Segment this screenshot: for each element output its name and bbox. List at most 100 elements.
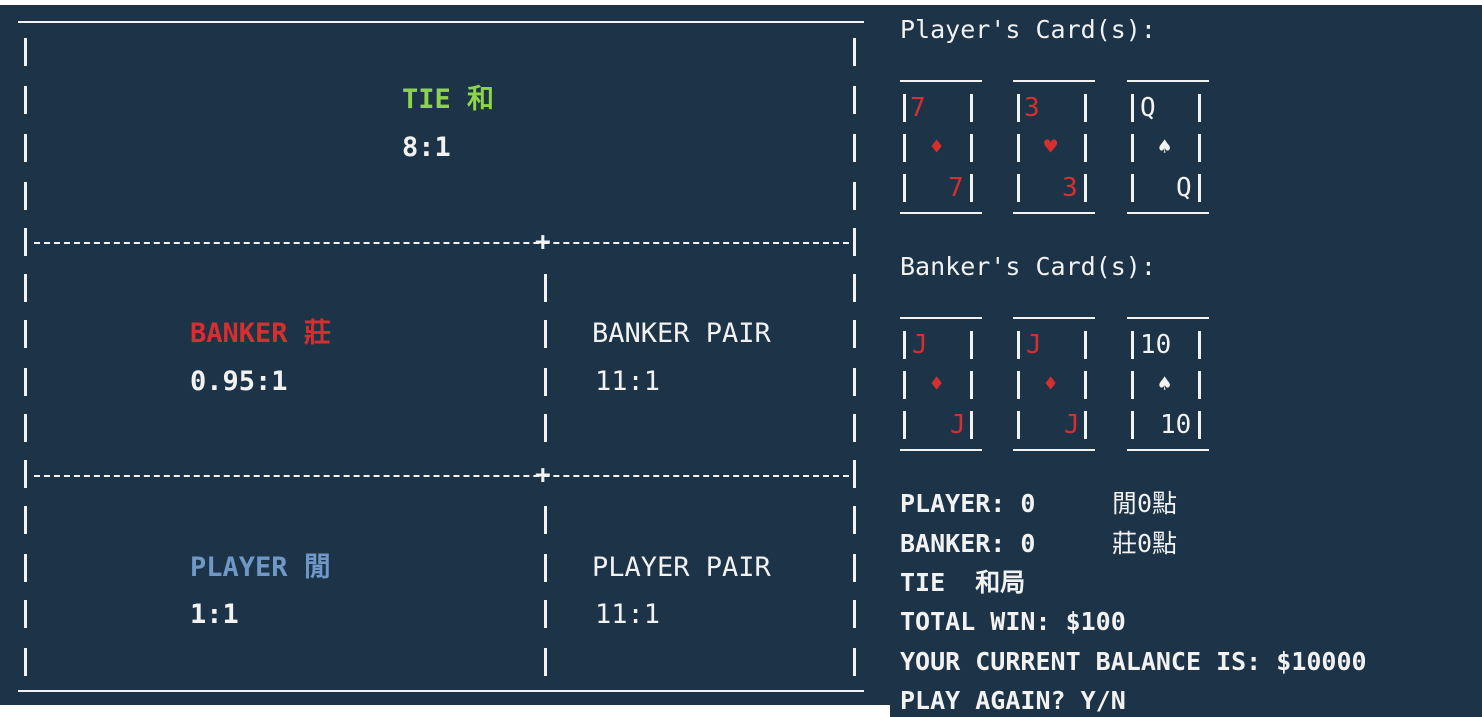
player-pair-payout: 11:1: [595, 599, 661, 630]
table-left-border: [24, 134, 27, 162]
table-middle-divider: [544, 648, 547, 676]
table-middle-divider: [544, 506, 547, 534]
table-cross-joint: +: [535, 460, 551, 490]
table-right-border: [853, 460, 856, 488]
card-rank-top: 7: [910, 93, 926, 123]
banker-payout: 0.95:1: [190, 366, 288, 397]
card-left-edge: [903, 174, 906, 202]
card-rank-bottom: 7: [948, 173, 964, 203]
table-middle-divider: [544, 274, 547, 302]
table-left-border: [24, 648, 27, 676]
card-left-edge: [1017, 331, 1020, 359]
card-left-edge: [903, 94, 906, 122]
card-left-edge: [1017, 134, 1020, 162]
card-right-edge: [970, 371, 973, 399]
card-bottom-edge: [1013, 449, 1095, 451]
spade-icon: ♠: [1158, 372, 1172, 397]
table-right-border: [853, 368, 856, 396]
card-bottom-edge: [1127, 449, 1209, 451]
player-score: PLAYER: 0: [900, 489, 1036, 518]
card-right-edge: [970, 174, 973, 202]
card-rank-bottom: J: [1064, 410, 1080, 440]
table-right-border: [853, 648, 856, 676]
card-rank-top: Q: [1140, 93, 1156, 123]
banker-pair-label: BANKER PAIR: [592, 318, 771, 349]
player-pair-label: PLAYER PAIR: [592, 552, 771, 583]
table-right-border: [853, 600, 856, 628]
card-right-edge: [1084, 331, 1087, 359]
table-right-border: [853, 414, 856, 442]
card-rank-top: J: [1026, 330, 1042, 360]
table-middle-divider: [544, 320, 547, 348]
table-middle-divider: [544, 554, 547, 582]
card-bottom-edge: [900, 449, 982, 451]
banker-cards-heading: Banker's Card(s):: [900, 252, 1156, 281]
card-right-edge: [1198, 331, 1201, 359]
table-row-separator: [34, 475, 849, 477]
table-right-border: [853, 228, 856, 256]
card-top-edge: [900, 80, 982, 82]
card-bottom-edge: [1127, 212, 1209, 214]
banker-label: BANKER 莊: [190, 318, 331, 349]
table-middle-divider: [544, 368, 547, 396]
card-top-edge: [1127, 317, 1209, 319]
card-left-edge: [903, 371, 906, 399]
card-right-edge: [1198, 174, 1201, 202]
card-right-edge: [970, 411, 973, 439]
card-left-edge: [1131, 371, 1134, 399]
card-left-edge: [1017, 371, 1020, 399]
card-right-edge: [970, 331, 973, 359]
table-right-border: [853, 274, 856, 302]
table-right-border: [853, 86, 856, 114]
card-right-edge: [1084, 94, 1087, 122]
card-right-edge: [970, 94, 973, 122]
card-right-edge: [970, 134, 973, 162]
table-left-border: [24, 228, 27, 256]
card-right-edge: [1198, 134, 1201, 162]
table-left-border: [24, 600, 27, 628]
card-right-edge: [1198, 94, 1201, 122]
card-left-edge: [903, 411, 906, 439]
card-rank-top: J: [912, 330, 928, 360]
tie-label: TIE 和: [402, 84, 495, 115]
diamond-icon: ♦: [930, 135, 944, 160]
player-label: PLAYER 閒: [190, 552, 331, 583]
card-left-edge: [1131, 94, 1134, 122]
table-left-border: [24, 554, 27, 582]
tie-payout: 8:1: [402, 132, 451, 163]
card-left-edge: [903, 331, 906, 359]
player-payout: 1:1: [190, 599, 239, 630]
table-right-border: [853, 134, 856, 162]
table-left-border: [24, 368, 27, 396]
table-left-border: [24, 460, 27, 488]
card-left-edge: [1017, 94, 1020, 122]
banker-pair-payout: 11:1: [595, 366, 661, 397]
current-balance: YOUR CURRENT BALANCE IS: $10000: [900, 647, 1367, 676]
card-left-edge: [903, 134, 906, 162]
card-top-edge: [1013, 317, 1095, 319]
card-bottom-edge: [900, 212, 982, 214]
play-again-prompt[interactable]: PLAY AGAIN? Y/N: [900, 686, 1126, 715]
player-cards-heading: Player's Card(s):: [900, 15, 1156, 44]
diamond-icon: ♦: [1044, 372, 1058, 397]
card-left-edge: [1131, 331, 1134, 359]
table-right-border: [853, 506, 856, 534]
card-top-edge: [1127, 80, 1209, 82]
card-left-edge: [1131, 174, 1134, 202]
card-left-edge: [1131, 134, 1134, 162]
card-right-edge: [1084, 174, 1087, 202]
outcome-label: TIE 和局: [900, 568, 1026, 597]
table-bottom-border: [18, 690, 864, 692]
table-middle-divider: [544, 414, 547, 442]
card-right-edge: [1084, 134, 1087, 162]
table-left-border: [24, 274, 27, 302]
table-right-border: [853, 182, 856, 210]
table-row-separator: [34, 242, 849, 244]
table-middle-divider: [544, 600, 547, 628]
table-right-border: [853, 320, 856, 348]
table-top-border: [18, 21, 864, 23]
card-rank-bottom: Q: [1176, 173, 1192, 203]
card-right-edge: [1198, 411, 1201, 439]
heart-icon: ♥: [1044, 135, 1058, 160]
card-rank-top: 10: [1140, 330, 1172, 360]
